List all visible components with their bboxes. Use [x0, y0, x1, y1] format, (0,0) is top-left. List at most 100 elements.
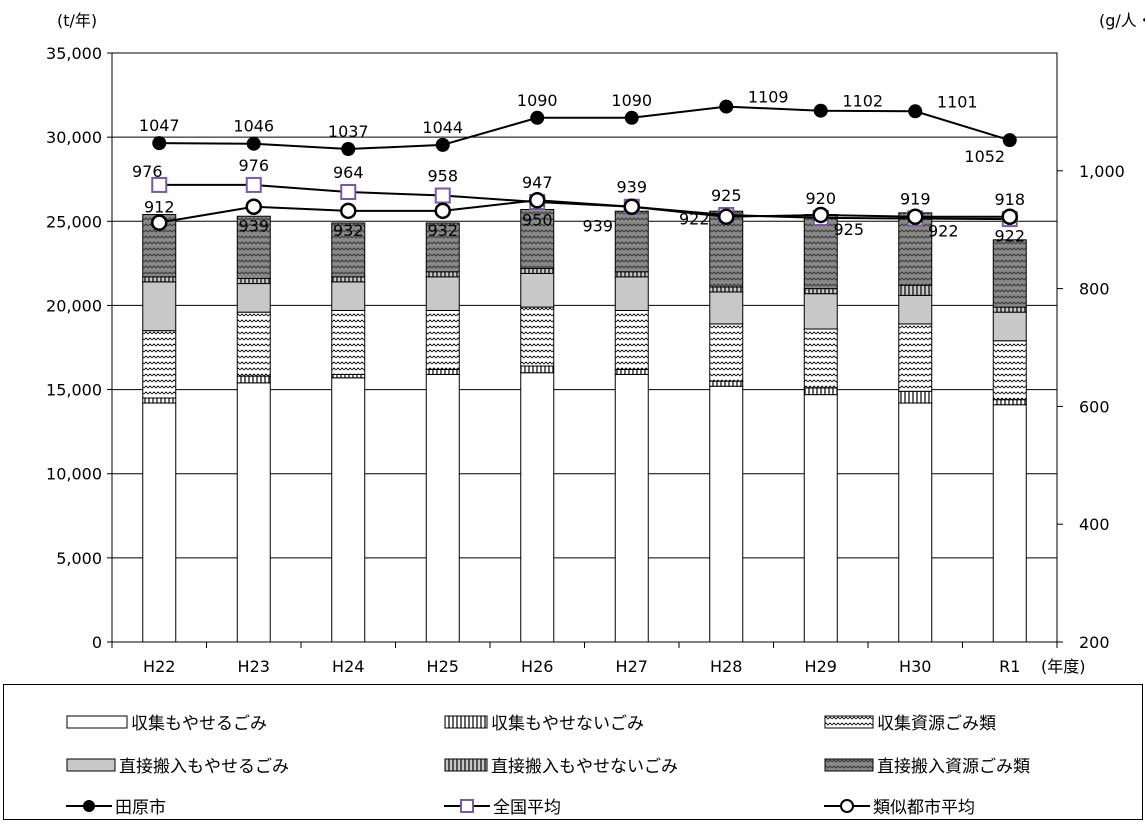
- legend-label: 類似都市平均: [873, 798, 975, 818]
- data-label: 1037: [328, 122, 369, 141]
- x-tick-label: H24: [332, 657, 364, 676]
- legend: 収集もやせるごみ 収集もやせないごみ 収集資源ごみ類 直接搬入もやせるごみ 直接…: [3, 684, 1143, 820]
- data-label: 1109: [748, 88, 789, 107]
- data-label: 1047: [139, 116, 180, 135]
- bar-segment: [898, 284, 933, 296]
- bar-segment: [803, 387, 838, 396]
- bar-segment: [614, 309, 649, 370]
- y-right-tick-label: 800: [1079, 280, 1110, 299]
- legend-item-collected-resource: 収集資源ごみ類: [824, 709, 996, 734]
- bar-segment: [614, 210, 649, 273]
- data-label: 939: [582, 217, 613, 236]
- bar-segment: [425, 368, 460, 375]
- bar-segment: [425, 276, 460, 311]
- bar-segment: [331, 276, 366, 283]
- legend-label: 収集もやせるごみ: [131, 714, 267, 734]
- y-left-tick-label: 30,000: [46, 128, 102, 147]
- bar-segment: [425, 373, 460, 643]
- bar-segment: [709, 380, 744, 387]
- data-point: [340, 184, 357, 201]
- data-label: 1090: [517, 91, 558, 110]
- data-point: [529, 192, 546, 209]
- data-point: [434, 187, 451, 204]
- x-tick-label: H22: [143, 657, 175, 676]
- data-label: 1090: [611, 91, 652, 110]
- bar-segment: [803, 394, 838, 643]
- data-label: 922: [928, 222, 959, 241]
- bar-segment: [520, 306, 555, 367]
- legend-item-direct-nonburnable: 直接搬入もやせないごみ: [444, 752, 678, 777]
- y-left-tick-label: 10,000: [46, 465, 102, 484]
- data-point: [718, 208, 735, 225]
- bar-segment: [614, 368, 649, 375]
- data-label: 925: [833, 220, 864, 239]
- data-label: 939: [238, 217, 269, 236]
- bar-segment: [331, 281, 366, 311]
- bar-segment: [898, 294, 933, 325]
- legend-label: 直接搬入もやせるごみ: [119, 757, 289, 777]
- data-point: [530, 110, 545, 125]
- bar-segment: [520, 272, 555, 308]
- bar-segment: [425, 222, 460, 273]
- data-point: [1001, 208, 1018, 225]
- data-label: 950: [522, 210, 553, 229]
- y-left-unit: (t/年): [57, 11, 97, 30]
- bar-segment: [142, 402, 177, 643]
- bar-segment: [992, 399, 1027, 406]
- y-left-tick-label: 0: [92, 633, 102, 652]
- x-tick-label: H26: [521, 657, 553, 676]
- bar-segment: [236, 382, 271, 643]
- data-label: 1044: [422, 118, 463, 137]
- data-point: [623, 198, 640, 215]
- data-point: [813, 103, 828, 118]
- bar-segment: [520, 372, 555, 643]
- series-line: [159, 105, 1011, 151]
- legend-item-tahara: 田原市: [66, 793, 166, 818]
- data-label: 1052: [964, 147, 1005, 166]
- data-point: [719, 99, 734, 114]
- bar-segment: [992, 239, 1027, 308]
- data-point: [245, 198, 262, 215]
- chart: 0 5,000 10,000 15,000 20,000 25,000 30,000 35,0…: [46, 11, 1145, 676]
- bar-segment: [520, 365, 555, 374]
- bar-segment: [142, 397, 177, 404]
- bar-segment: [520, 209, 555, 269]
- bar-segment: [331, 373, 366, 379]
- data-label: 1102: [842, 92, 883, 111]
- data-point: [908, 104, 923, 119]
- bar-segment: [236, 311, 271, 377]
- legend-label: 直接搬入資源ごみ類: [877, 757, 1030, 777]
- data-label: 932: [427, 221, 458, 240]
- bar-segment: [709, 323, 744, 382]
- bar-segment: [236, 278, 271, 285]
- legend-label: 全国平均: [493, 798, 561, 818]
- data-label: 922: [994, 227, 1025, 246]
- y-left-tick-label: 5,000: [56, 549, 102, 568]
- data-label: 964: [333, 163, 364, 182]
- y-right-unit: (g/人・日): [1099, 11, 1145, 30]
- bar-segment: [992, 311, 1027, 342]
- data-label: 919: [900, 190, 931, 209]
- data-point: [434, 202, 451, 220]
- data-label: 918: [994, 190, 1025, 209]
- bar-segment: [614, 276, 649, 311]
- bar-segment: [992, 404, 1027, 643]
- legend-label: 田原市: [115, 798, 166, 818]
- data-label: 939: [616, 178, 647, 197]
- bar-segment: [992, 306, 1027, 313]
- data-point: [151, 214, 168, 231]
- bar-segment: [236, 283, 271, 313]
- legend-label: 直接搬入もやせないごみ: [491, 757, 678, 777]
- data-label: 912: [144, 198, 175, 217]
- bar-segment: [803, 328, 838, 389]
- data-label: 1101: [937, 92, 978, 111]
- bar-segment: [898, 323, 933, 392]
- bar-segment: [142, 330, 177, 399]
- series-line: [159, 199, 1010, 224]
- bar-segment: [236, 215, 271, 280]
- x-axis-unit: (年度): [1041, 657, 1086, 676]
- y-right-tick-label: 1,000: [1079, 162, 1125, 181]
- bar-segment: [803, 293, 838, 330]
- legend-item-direct-resource: 直接搬入資源ごみ類: [824, 752, 1030, 777]
- legend-item-direct-burnable: 直接搬入もやせるごみ: [66, 752, 289, 777]
